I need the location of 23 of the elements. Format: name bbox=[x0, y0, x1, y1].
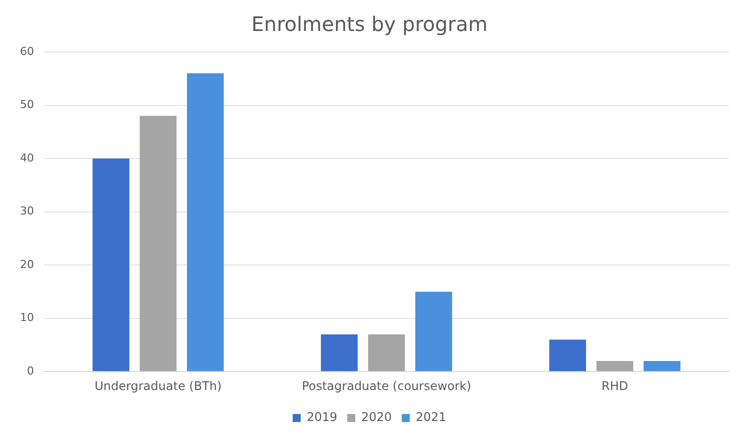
bar bbox=[320, 334, 358, 372]
y-tick-label: 10 bbox=[20, 311, 34, 324]
x-tick-label: Postagraduate (coursework) bbox=[302, 378, 472, 393]
x-tick-label: RHD bbox=[602, 378, 628, 393]
bar bbox=[415, 292, 452, 372]
x-tick-label: Undergraduate (BTh) bbox=[94, 378, 222, 393]
y-tick-label: 30 bbox=[20, 204, 34, 218]
y-tick-label: 60 bbox=[20, 44, 34, 58]
chart-title: Enrolments by program bbox=[251, 12, 488, 36]
y-tick-label: 50 bbox=[20, 98, 34, 112]
y-tick-label: 20 bbox=[20, 258, 34, 271]
bar bbox=[596, 360, 634, 372]
bar bbox=[644, 360, 680, 372]
legend-label: 2020 bbox=[361, 410, 392, 424]
bar bbox=[140, 116, 177, 372]
legend-label: 2021 bbox=[416, 410, 446, 424]
bar bbox=[368, 334, 405, 372]
y-tick-label: 40 bbox=[20, 151, 34, 164]
bar bbox=[549, 340, 586, 372]
bar bbox=[186, 73, 224, 372]
legend-label: 2019 bbox=[306, 410, 338, 424]
bar bbox=[92, 158, 130, 372]
y-tick-label: 0 bbox=[26, 364, 34, 378]
